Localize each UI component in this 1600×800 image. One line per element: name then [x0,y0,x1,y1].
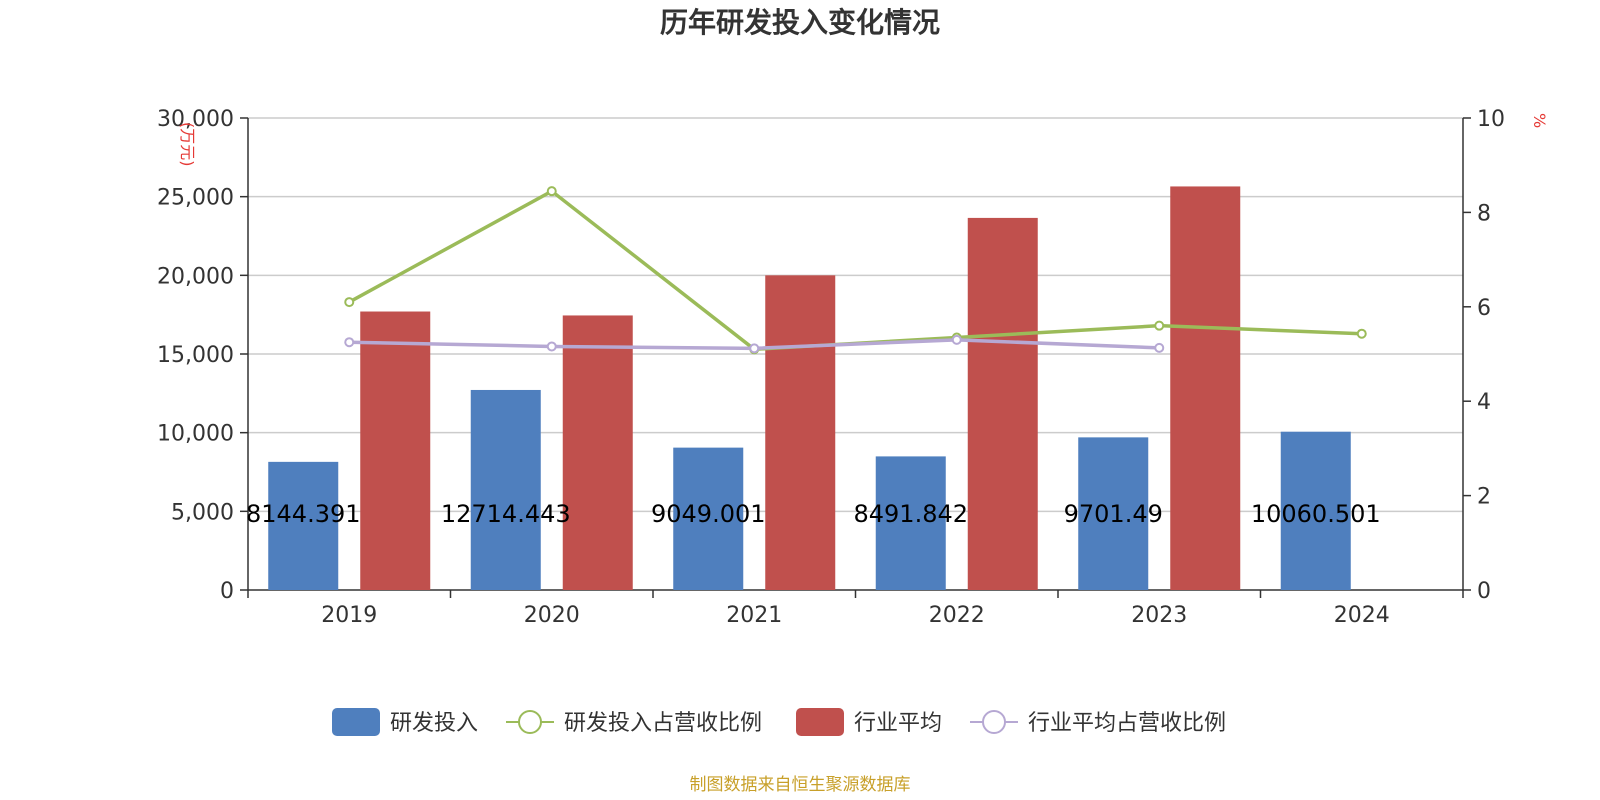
legend-swatch [796,708,844,736]
y-left-tick-label: 20,000 [157,264,234,289]
y-left-tick-label: 25,000 [157,186,234,211]
line-point [344,337,355,348]
bar [1078,437,1149,590]
y-left-unit-label: (万元) [178,122,197,167]
legend-label: 研发投入 [390,711,478,736]
bar [360,311,431,590]
legend-label: 研发投入占营收比例 [564,711,762,736]
legend-label: 行业平均占营收比例 [1028,711,1226,736]
bars [268,186,1351,590]
bar-data-label: 12714.443 [441,500,571,528]
grid-lines [248,117,1463,513]
bar-data-label: 9701.49 [1064,500,1163,528]
y-right-tick-label: 10 [1477,107,1505,132]
x-tick-label: 2022 [929,603,985,628]
x-tick-label: 2024 [1334,603,1390,628]
x-tick-label: 2020 [524,603,580,628]
y-right-tick-label: 2 [1477,485,1491,510]
y-left-tick-label: 15,000 [157,343,234,368]
bar [967,217,1038,590]
y-right-tick-label: 8 [1477,201,1491,226]
y-left-tick-label: 30,000 [157,107,234,132]
bar [268,461,339,590]
y-left-tick-label: 0 [220,579,234,604]
line-point [749,343,760,354]
bar-data-label: 8491.842 [853,500,968,528]
bar [875,456,946,590]
bar [1280,431,1351,590]
bar [470,389,541,590]
line-point [1154,342,1165,353]
legend-marker [982,710,1006,734]
y-right-tick-label: 6 [1477,296,1491,321]
line-point [546,186,557,197]
y-right-tick-label: 0 [1477,579,1491,604]
line-point [1356,328,1367,339]
bar [1170,186,1241,590]
legend-swatch [332,708,380,736]
bar-data-label: 9049.001 [651,500,766,528]
line-point [1154,320,1165,331]
line-point [546,341,557,352]
line-point [951,334,962,345]
chart-title: 历年研发投入变化情况 [660,6,940,39]
bar-data-label: 8144.391 [246,500,361,528]
y-left-tick-label: 5,000 [171,500,234,525]
bar-data-label: 10060.501 [1251,500,1381,528]
source-note: 制图数据来自恒生聚源数据库 [690,775,911,795]
legend-marker [518,710,542,734]
bar [765,275,836,590]
y-right-tick-label: 4 [1477,390,1491,415]
axes: 0 5,000 10,000 15,000 20,000 25,000 30,000 0 2 4 6… [157,107,1549,628]
x-tick-label: 2021 [726,603,782,628]
y-left-tick-label: 10,000 [157,422,234,447]
x-tick-label: 2023 [1131,603,1187,628]
lines [344,186,1367,355]
data-labels: 8144.391 12714.443 9049.001 8491.842 9701.49… [246,500,1381,528]
x-tick-label: 2019 [321,603,377,628]
y-right-unit-label: % [1530,113,1549,128]
legend[interactable]: 研发投入 研发投入占营收比例 行业平均 行业平均占营收比例 [332,708,1226,736]
bar [673,447,744,590]
bar [562,315,633,590]
legend-label: 行业平均 [854,711,942,736]
line-point [344,297,355,308]
